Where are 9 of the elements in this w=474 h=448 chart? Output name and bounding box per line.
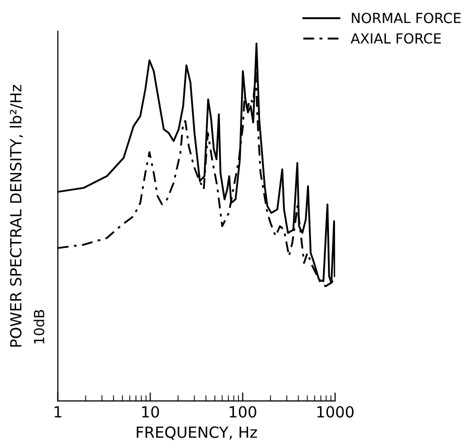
- legend-label: NORMAL FORCE: [352, 12, 461, 24]
- text: 10dB: [34, 310, 44, 344]
- x-tick-label: 1000: [317, 406, 354, 418]
- x-tick-label: 10: [142, 406, 159, 418]
- y-axis-title: POWER SPECTRAL DENSITY, lb²/Hz: [10, 84, 24, 347]
- x-tick-label: 100: [230, 406, 256, 418]
- x-axis-title: FREQUENCY, Hz: [136, 426, 257, 440]
- x-tick-label: 1: [54, 406, 62, 418]
- legend-label: AXIAL FORCE: [350, 33, 441, 44]
